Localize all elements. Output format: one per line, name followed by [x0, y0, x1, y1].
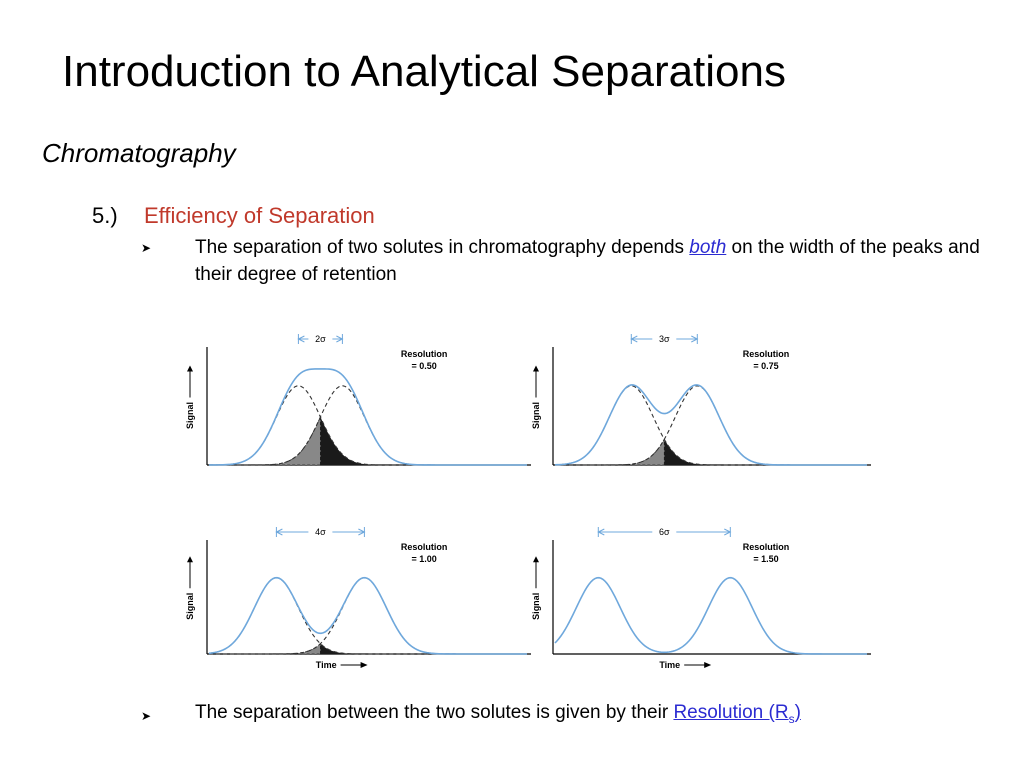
- y-axis-arrowhead-icon: [187, 556, 193, 563]
- x-axis-arrowhead-icon: [704, 662, 712, 668]
- signal-curve: [554, 384, 867, 466]
- signal-curve: [554, 576, 867, 655]
- y-axis-label: Signal: [185, 593, 195, 620]
- signal-curve: [208, 576, 527, 655]
- spacing-arrow-right-icon: [691, 335, 699, 343]
- overlap-shade-right: [320, 643, 409, 654]
- overlap-shade-left: [232, 642, 321, 655]
- spacing-arrow-right-icon: [724, 528, 732, 536]
- bullet-text-2: The separation between the two solutes i…: [195, 699, 995, 733]
- resolution-value: = 0.75: [753, 361, 778, 371]
- signal-curve: [208, 368, 527, 466]
- bullet-1-post: on the width of the peaks and their degr…: [195, 237, 980, 285]
- both-link[interactable]: both: [689, 237, 727, 258]
- panel-resolution-150: Signal Time 6σ Resolution = 1.50: [531, 527, 871, 670]
- panel-resolution-050: Signal 2σ Resolution = 0.50: [185, 334, 531, 466]
- resolution-link[interactable]: Resolution (Rs): [673, 702, 801, 726]
- bullet-text-1: The separation of two solutes in chromat…: [195, 234, 995, 288]
- spacing-label: 4σ: [315, 527, 326, 537]
- y-axis-label: Signal: [531, 402, 541, 429]
- peak-2-dashed: [209, 577, 527, 655]
- spacing-arrow-right-icon: [336, 335, 344, 343]
- spacing-arrow-left-icon: [597, 528, 605, 536]
- resolution-link-sub: s: [788, 711, 795, 726]
- spacing-label: 3σ: [659, 334, 670, 344]
- y-axis-arrowhead-icon: [533, 556, 539, 563]
- resolution-diagram: Signal 2σ Resolution = 0.50 Signal 3σ Resolut…: [185, 334, 871, 670]
- spacing-arrow-left-icon: [297, 335, 305, 343]
- resolution-figure: Signal 2σ Resolution = 0.50 Signal 3σ Resolut…: [185, 305, 885, 680]
- spacing-arrow-left-icon: [630, 335, 638, 343]
- peak-1-dashed: [208, 577, 527, 655]
- resolution-label: Resolution: [743, 542, 790, 552]
- resolution-value: = 1.00: [411, 554, 436, 564]
- x-axis-arrowhead-icon: [360, 662, 368, 668]
- y-axis-label: Signal: [531, 593, 541, 620]
- x-axis-label: Time: [316, 660, 337, 670]
- bullet-2-pre: The separation between the two solutes i…: [195, 702, 674, 723]
- arrow-bullet-icon: ➤: [141, 709, 152, 723]
- spacing-label: 2σ: [315, 334, 326, 344]
- overlap-shade-right: [320, 416, 409, 465]
- peak-1-dashed: [554, 385, 867, 466]
- resolution-link-post: ): [794, 702, 801, 723]
- panel-resolution-100: Signal Time 4σ Resolution = 1.00: [185, 527, 531, 670]
- y-axis-arrowhead-icon: [187, 365, 193, 372]
- point-heading: Efficiency of Separation: [144, 203, 375, 228]
- resolution-label: Resolution: [401, 542, 448, 552]
- resolution-link-text: Resolution (R: [673, 702, 789, 723]
- overlap-shade-left: [232, 416, 321, 466]
- slide-subtitle: Chromatography: [42, 138, 236, 168]
- overlap-shade-right: [664, 439, 753, 465]
- resolution-value: = 0.50: [411, 361, 436, 371]
- x-axis-label: Time: [659, 660, 680, 670]
- bullet-1-pre: The separation of two solutes in chromat…: [195, 237, 690, 258]
- spacing-arrow-left-icon: [275, 528, 283, 536]
- resolution-value: = 1.50: [753, 554, 778, 564]
- spacing-arrow-right-icon: [358, 528, 366, 536]
- resolution-label: Resolution: [743, 349, 790, 359]
- resolution-label: Resolution: [401, 349, 448, 359]
- slide-title: Introduction to Analytical Separations: [62, 47, 787, 96]
- panel-resolution-075: Signal 3σ Resolution = 0.75: [531, 334, 871, 466]
- point-number: 5.): [92, 203, 118, 228]
- y-axis-label: Signal: [185, 402, 195, 429]
- peak-2-dashed: [555, 385, 867, 466]
- spacing-label: 6σ: [659, 527, 670, 537]
- y-axis-arrowhead-icon: [533, 365, 539, 372]
- arrow-bullet-icon: ➤: [141, 241, 152, 255]
